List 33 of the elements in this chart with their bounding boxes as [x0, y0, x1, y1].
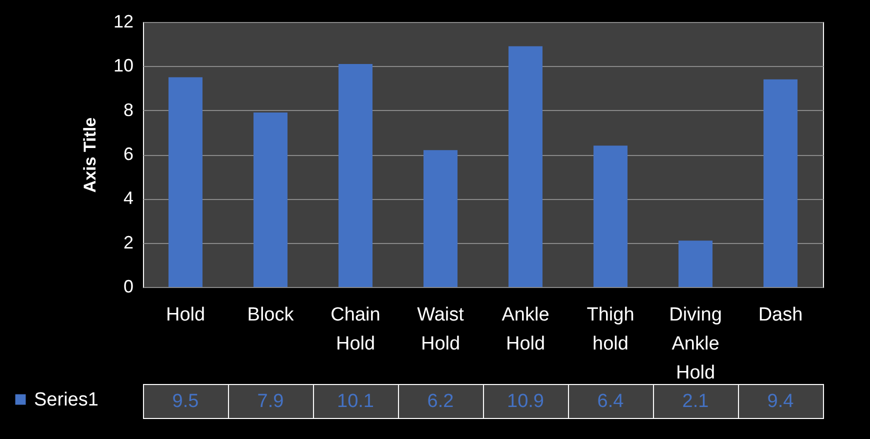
bar — [594, 146, 628, 287]
y-tick-label: 6 — [123, 144, 134, 164]
x-tick-label: Thigh hold — [586, 304, 634, 354]
x-tick-label: Ankle Hold — [502, 304, 550, 354]
bar — [254, 112, 288, 287]
data-label: 9.4 — [767, 391, 794, 412]
y-tick-label: 0 — [123, 276, 134, 296]
bar — [338, 64, 372, 287]
x-tick-label: Dash — [758, 304, 803, 326]
data-label: 6.4 — [597, 391, 624, 412]
y-tick-label: 2 — [123, 232, 134, 252]
x-tick-label: Hold — [166, 304, 206, 326]
data-label: 7.9 — [257, 391, 284, 412]
x-tick-label: Diving Ankle Hold — [669, 304, 722, 384]
bar — [168, 77, 202, 287]
x-tick-label: Block — [247, 304, 294, 326]
data-label: 10.9 — [507, 391, 544, 412]
bar — [424, 150, 458, 287]
data-label: 6.2 — [427, 391, 454, 412]
data-label: 10.1 — [337, 391, 374, 412]
y-tick-label: 10 — [113, 56, 134, 76]
data-label: 9.5 — [172, 391, 199, 412]
x-tick-label: Waist Hold — [417, 304, 465, 354]
y-tick-label: 8 — [123, 100, 134, 120]
y-axis-title: Axis Title — [80, 117, 100, 193]
y-tick-label: 4 — [123, 188, 134, 208]
bar — [678, 240, 712, 287]
bar — [764, 79, 798, 287]
data-label: 2.1 — [682, 391, 709, 412]
bar — [508, 46, 542, 287]
x-tick-label: Chain Hold — [330, 304, 380, 354]
y-tick-label: 12 — [113, 12, 134, 32]
legend-label: Series1 — [34, 390, 98, 410]
